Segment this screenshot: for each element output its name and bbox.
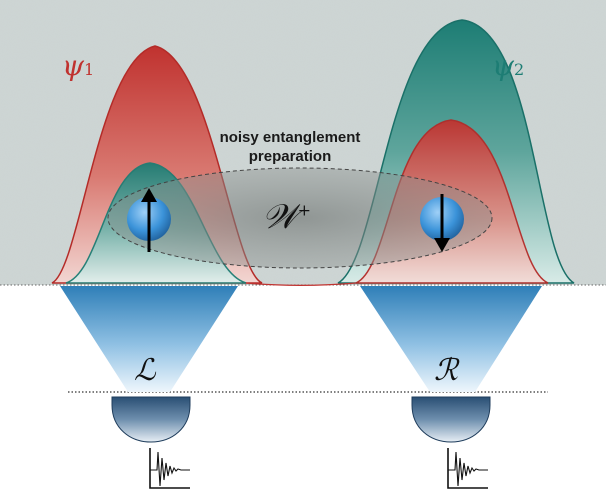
left-signal-axes xyxy=(149,448,190,489)
w-plus-state-label: 𝒲+ xyxy=(262,200,311,234)
right-signal-axes xyxy=(447,448,488,489)
psi1-index: 1 xyxy=(83,60,95,79)
caption-line-1: noisy entanglement xyxy=(219,129,361,146)
left-signal-trace xyxy=(150,451,190,487)
right-beam-cone xyxy=(360,286,542,392)
left-detector-label: ℒ xyxy=(134,353,156,388)
psi2-label: ψ2 xyxy=(492,52,524,80)
w-state-superscript: + xyxy=(297,200,312,220)
left-beam-cone xyxy=(60,286,238,392)
right-detector-label: ℛ xyxy=(434,353,458,388)
w-state-symbol: 𝒲 xyxy=(262,197,298,237)
right-signal-trace xyxy=(448,451,488,487)
spin-down-arrow-icon xyxy=(434,238,450,252)
caption-line-2: preparation xyxy=(248,148,332,165)
preparation-caption: noisy entanglement preparation xyxy=(190,128,390,166)
packet-connector xyxy=(245,282,357,286)
spin-up-arrow-icon xyxy=(141,188,157,202)
psi2-index: 2 xyxy=(513,60,525,79)
left-detector-dome xyxy=(111,396,191,443)
psi2-symbol: ψ xyxy=(492,49,514,82)
psi1-label: ψ1 xyxy=(62,52,94,80)
spin-down-particle xyxy=(420,194,464,252)
spin-up-particle xyxy=(127,188,171,252)
right-detector-dome xyxy=(411,396,491,443)
psi1-symbol: ψ xyxy=(62,49,84,82)
entanglement-ellipse xyxy=(107,167,493,269)
left-signal-readout xyxy=(149,448,190,489)
right-signal-readout xyxy=(447,448,488,489)
